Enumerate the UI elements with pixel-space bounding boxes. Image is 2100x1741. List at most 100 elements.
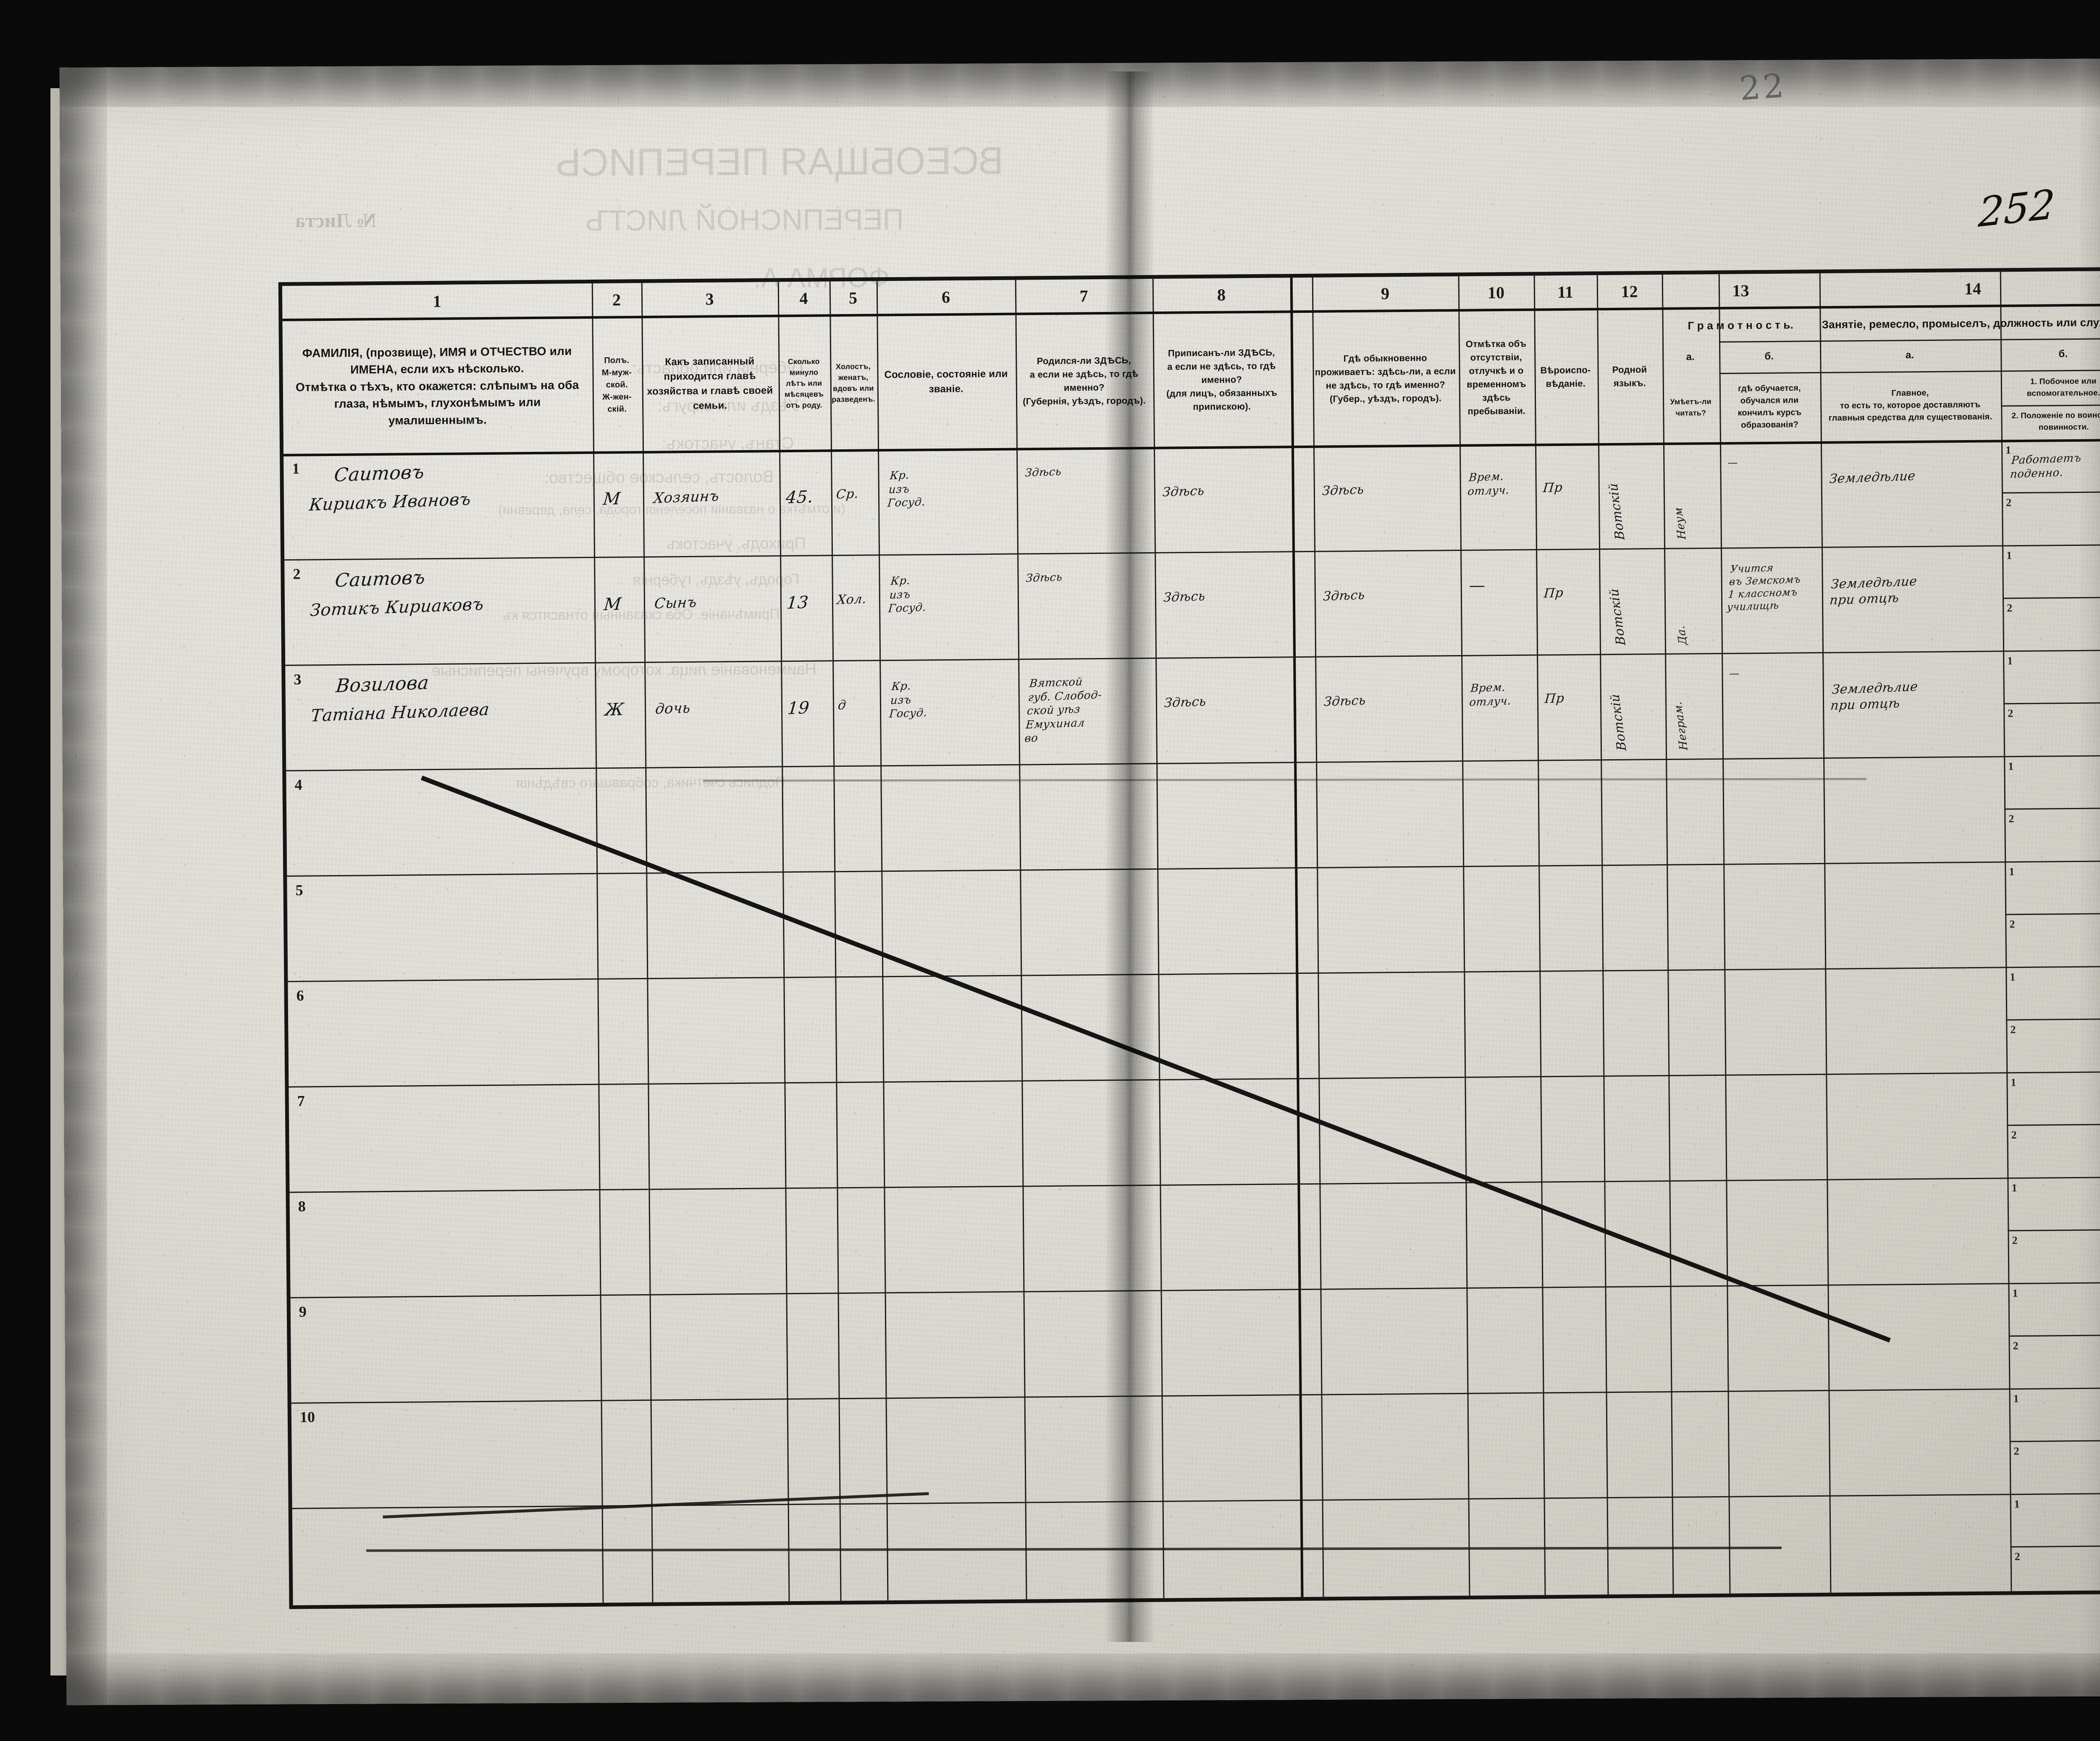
- row-number: 2: [293, 565, 301, 582]
- subrow-rule: [2007, 1124, 2100, 1126]
- column-number-10: 10: [1487, 283, 1505, 302]
- subrow-marker: 2: [2008, 813, 2014, 825]
- census-table: 1 2 3 4 5 6 7 8 9 10 11 12 13 14 ФАМИЛІЯ…: [278, 267, 2100, 1609]
- header-col-13b-letter: б.: [1764, 350, 1774, 362]
- subrow-rule: [2003, 597, 2100, 599]
- header-col-14-group: Занятіе, ремесло, промыселъ, должность и…: [1822, 316, 2100, 331]
- cell-occupation-main: Земледѣлие при отцѣ: [1830, 679, 1919, 713]
- cell-residence: Здѣсь: [1322, 587, 1366, 604]
- column-divider: [1152, 278, 1165, 1598]
- row-rule: [288, 966, 2100, 982]
- subrow-marker: 1: [2010, 971, 2016, 983]
- column-divider: [1819, 273, 1832, 1593]
- cell-relation: дочь: [654, 699, 691, 718]
- column-number-6: 6: [941, 287, 950, 307]
- cell-absence: Врем. отлуч.: [1469, 681, 1512, 709]
- cell-surname: Саитовъ: [334, 566, 426, 592]
- cell-relation: Хозяинъ: [653, 488, 720, 507]
- subrow-rule: [2005, 913, 2100, 915]
- header-col-8: Приписанъ-ли ЗДѢСЬ, а если не здѣсь, то …: [1166, 347, 1277, 412]
- cell-estate: Кр. изъ Госуд.: [887, 469, 926, 510]
- subrow-rule: [2004, 808, 2100, 810]
- cell-residence: Здѣсь: [1323, 693, 1367, 710]
- column-number-12: 12: [1621, 281, 1638, 301]
- header-col-3: Какъ записанный приходится главѣ хозяйст…: [647, 356, 773, 412]
- subrow-marker: 1: [2005, 444, 2011, 456]
- column-divider-fold: [1290, 278, 1304, 1597]
- row-number: 8: [298, 1198, 306, 1215]
- column-divider: [591, 283, 604, 1603]
- subrow-marker: 1: [2014, 1498, 2020, 1510]
- cell-language: Вотскій: [1607, 694, 1630, 751]
- column-divider: [1312, 277, 1324, 1597]
- subrow-marker: 2: [2014, 1550, 2020, 1563]
- column-number-5: 5: [848, 288, 858, 307]
- cell-language: Вотскій: [1606, 483, 1628, 540]
- column-divider: [1718, 274, 1731, 1594]
- subrow-rule: [2008, 1334, 2100, 1337]
- subrow-marker: 2: [2013, 1445, 2019, 1458]
- column-number-13: 13: [1732, 281, 1749, 300]
- cell-literate: Неум: [1672, 507, 1689, 540]
- cell-absence: —: [1469, 576, 1486, 595]
- cell-age: 19: [787, 698, 810, 718]
- subrow-rule: [2009, 1439, 2100, 1442]
- subrow-rule: [2003, 702, 2100, 705]
- column-divider: [1533, 275, 1546, 1595]
- cell-sex: Ж: [604, 700, 625, 720]
- cell-marital: Ср.: [835, 486, 859, 502]
- header-col-13-group: Г р а м о т н о с т ь.: [1688, 318, 1794, 332]
- subrow-rule: [2001, 491, 2100, 494]
- subrow-marker: 1: [2011, 1182, 2017, 1194]
- row-rule: [292, 1492, 2100, 1509]
- column-number-11: 11: [1557, 282, 1574, 302]
- subrow-marker: 2: [2011, 1129, 2017, 1141]
- folio-number: 252: [1977, 180, 2056, 237]
- column-number-2: 2: [612, 290, 621, 309]
- cell-registered: Здѣсь: [1163, 694, 1207, 711]
- row-rule: [289, 1071, 2100, 1088]
- row-number: 3: [294, 671, 302, 688]
- bleed-through-layer: ВСЕОБЩАЯ ПЕРЕПИСЬ ПЕРЕПИСНОЙ ЛИСТЪ ФОРМА А…: [60, 58, 2100, 791]
- cell-registered: Здѣсь: [1163, 589, 1206, 606]
- row-number: 9: [299, 1303, 307, 1320]
- subrow-marker: 1: [2008, 760, 2014, 773]
- row-number: 6: [296, 987, 304, 1004]
- header-col-2: Полъ. М-муж-ской. Ж-жен-скій.: [601, 355, 632, 414]
- header-col-14b-1: 1. Побочное или вспомогательное.: [2026, 377, 2100, 398]
- bleed-through-text: ВСЕОБЩАЯ ПЕРЕПИСЬ: [555, 139, 1004, 184]
- subrow-marker: 2: [2009, 918, 2015, 931]
- subrow-marker: 1: [2013, 1392, 2019, 1405]
- cell-birthplace: Вятской губ. Слобод- ской уѣз Емухинал в…: [1024, 675, 1102, 745]
- cell-marital: д: [837, 697, 847, 713]
- subrow-rule: [2008, 1229, 2100, 1232]
- header-col-11: Вѣроиспо-вѣданіе.: [1540, 364, 1591, 389]
- subrow-marker: 2: [2008, 707, 2013, 720]
- cell-estate: Кр. изъ Госуд.: [888, 679, 928, 721]
- cell-literate: Неграм.: [1671, 701, 1690, 750]
- header-col-12: Родной языкъ.: [1612, 364, 1647, 388]
- header-col-7: Родился-ли ЗДѢСЬ, а если не здѣсь, то гд…: [1023, 355, 1146, 407]
- cell-language: Вотскій: [1606, 588, 1629, 645]
- subrow-marker: 1: [2011, 1076, 2016, 1089]
- cell-schooling: —: [1729, 667, 1740, 679]
- column-number-1: 1: [433, 291, 441, 311]
- cell-age: 13: [786, 593, 809, 613]
- header-col-14a-letter: а.: [1905, 349, 1914, 361]
- column-number-9: 9: [1381, 283, 1390, 303]
- cell-estate: Кр. изъ Госуд.: [887, 574, 927, 615]
- subrow-marker: 2: [2013, 1340, 2019, 1352]
- row-number: 10: [299, 1408, 315, 1426]
- header-col-1: ФАМИЛІЯ, (прозвище), ИМЯ и ОТЧЕСТВО или …: [295, 344, 579, 427]
- cell-birthplace: Здѣсь: [1024, 465, 1062, 480]
- column-divider: [1458, 276, 1470, 1596]
- row-number: 5: [295, 881, 303, 899]
- subrow-marker: 2: [2012, 1234, 2018, 1247]
- subrow-marker: 1: [2006, 549, 2012, 562]
- row-rule: [289, 1177, 2100, 1193]
- row-rule: [285, 650, 2100, 666]
- sheet-label-ghost: № Листа: [295, 209, 377, 232]
- cell-occupation-main: Земледѣлие при отцѣ: [1829, 574, 1918, 608]
- subrow-marker: 2: [2007, 602, 2013, 614]
